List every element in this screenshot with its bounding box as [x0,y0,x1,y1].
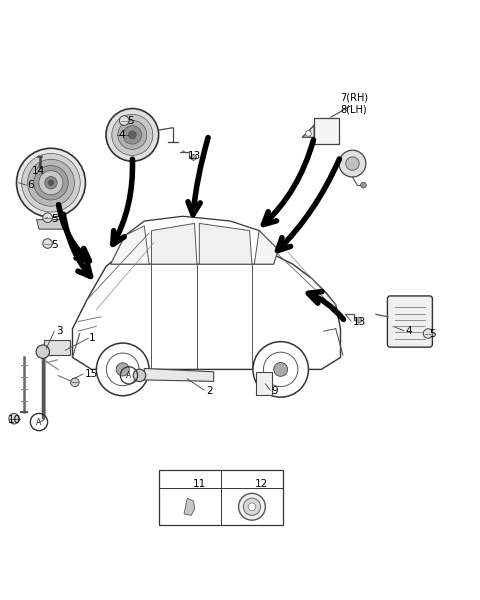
Text: 11: 11 [192,479,206,489]
Circle shape [27,160,74,206]
Text: 5: 5 [51,240,58,250]
Circle shape [423,329,433,338]
Circle shape [360,182,366,188]
Circle shape [128,131,136,139]
Circle shape [123,125,142,144]
Circle shape [34,166,68,200]
Circle shape [96,343,149,396]
Circle shape [39,170,63,195]
Circle shape [45,176,57,189]
Text: 15: 15 [84,369,98,379]
Text: A: A [126,371,132,380]
Circle shape [356,317,361,323]
Circle shape [116,363,129,376]
Text: 5: 5 [429,329,436,338]
Text: 7(RH)
8(LH): 7(RH) 8(LH) [340,93,369,115]
Circle shape [346,157,359,170]
Circle shape [106,109,158,161]
Text: 1: 1 [89,333,96,343]
Circle shape [239,493,265,520]
Circle shape [43,213,52,223]
Text: 10: 10 [8,415,21,425]
Circle shape [243,498,261,515]
Circle shape [274,362,288,376]
Circle shape [71,378,79,386]
Polygon shape [152,223,197,264]
Polygon shape [184,498,194,515]
Polygon shape [199,223,252,264]
Text: 9: 9 [271,386,278,396]
Text: A: A [36,418,42,427]
Text: 3: 3 [56,326,62,336]
Circle shape [16,148,85,217]
Circle shape [253,341,309,397]
FancyBboxPatch shape [387,296,432,347]
Text: 5: 5 [51,214,58,224]
Text: 14: 14 [32,166,45,176]
Bar [256,372,272,395]
Text: 5: 5 [128,116,134,125]
Circle shape [112,115,153,155]
Polygon shape [111,226,149,264]
Text: 13: 13 [352,317,366,326]
Text: 4: 4 [118,130,125,140]
Polygon shape [302,125,314,137]
Circle shape [133,369,146,382]
Polygon shape [72,233,340,370]
Polygon shape [144,368,214,382]
Text: 6: 6 [27,180,34,190]
Bar [314,118,339,145]
Circle shape [306,131,312,136]
Text: 13: 13 [187,151,201,161]
Circle shape [248,503,256,511]
Polygon shape [254,230,278,264]
Circle shape [120,116,129,125]
Circle shape [118,121,147,149]
Circle shape [9,413,19,424]
Text: 4: 4 [405,326,412,336]
Polygon shape [111,216,278,264]
Circle shape [43,239,52,248]
Bar [158,470,283,525]
Text: 2: 2 [206,386,213,396]
Circle shape [22,154,80,212]
Circle shape [191,155,196,160]
Text: 12: 12 [255,479,268,489]
Polygon shape [36,220,65,229]
Circle shape [339,150,366,177]
Circle shape [48,180,54,185]
Bar [44,340,70,355]
Circle shape [36,345,49,358]
